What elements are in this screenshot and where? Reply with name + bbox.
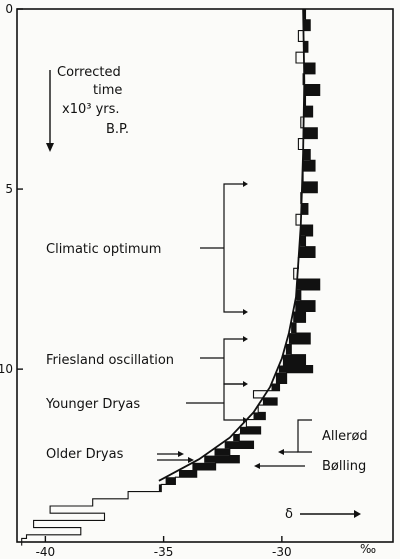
step-fill-bar [233,434,240,442]
step-fill-bar [301,203,308,215]
younger-dryas-label: Younger Dryas [45,397,140,412]
step-fill-bar [299,246,315,258]
step-fill-bar [285,343,292,355]
delta-step-series [21,9,321,546]
step-fill-bar [204,455,240,463]
time-note-line-4: B.P. [106,122,129,137]
younger-dryas-bracket [186,383,243,421]
step-fill-bar [300,235,306,247]
allerod-arrowhead [278,449,284,455]
step-fill-bar [293,311,306,323]
plot-frame [16,8,394,543]
delta-symbol: δ [285,507,293,522]
x-tick-group: -40 -35 -30 [36,536,292,559]
older-dryas-arrowhead-2 [188,457,194,463]
older-dryas-label: Older Dryas [46,447,124,462]
allerod-label: Allerød [322,429,368,444]
x-tick-label: -30 [272,545,292,559]
smoothed-trend-line [158,8,306,482]
y-tick-group: 0 5 10 [0,2,23,376]
time-direction-note: Corrected time x10³ yrs. B.P. [46,65,129,152]
step-fill-bar [179,470,197,478]
step-fill-bar [278,365,313,373]
y-tick-label: 0 [5,2,13,16]
step-fill-bar [302,181,318,193]
climatic-optimum-arrow-bottom [243,309,248,315]
step-fill-bar [192,462,216,470]
x-tick-label: -35 [154,545,174,559]
step-fill-bar [304,84,320,96]
younger-dryas-arrow-bottom [243,417,248,423]
step-fill-bar [253,412,266,420]
step-fill-bar [303,9,306,20]
step-fill-bar [224,441,254,449]
climatic-optimum-label: Climatic optimum [46,242,161,257]
friesland-arrow-bottom [243,381,248,387]
step-fill-bar [275,372,287,384]
bolling-arrowhead [254,463,260,469]
series-layer [21,8,321,546]
delta-arrowhead [354,510,361,518]
step-fill-bar [165,477,176,485]
step-fill-bar [303,19,311,31]
x-tick-label: -40 [36,545,56,559]
allerod-bracket [297,419,312,453]
step-fill-bar [303,149,311,161]
time-arrowhead [46,143,54,152]
step-fill-bar [295,300,315,312]
step-fill-bar [296,289,301,301]
step-fill-bar [240,426,261,434]
friesland-bracket [200,338,243,385]
friesland-arrow-top [243,336,248,342]
time-note-line-1: Corrected [57,65,121,80]
y-tick-label: 5 [5,182,13,196]
step-fill-bar [271,383,280,391]
annotation-layer: Climatic optimum Friesland oscillation Y… [45,181,368,474]
friesland-label: Friesland oscillation [46,353,174,368]
step-fill-bar [304,63,315,74]
step-fill-bar [214,448,230,456]
step-fill-bar [303,106,313,117]
bolling-label: Bølling [322,459,366,474]
step-fill-bar [158,484,162,492]
climatic-optimum-arrow-top [243,181,248,187]
time-note-line-2: time [93,83,122,98]
climatic-optimum-bracket [200,183,243,313]
step-fill-bar [297,279,320,290]
y-tick-label: 10 [0,362,13,376]
time-note-line-3: x10³ yrs. [62,102,120,117]
step-fill-bar [291,322,297,334]
step-fill-bar [303,41,308,53]
step-fill-bar [302,160,315,172]
step-fill-bar [288,333,311,344]
x-unit-label: ‰ [360,542,376,556]
older-dryas-arrowhead-1 [178,451,184,457]
step-fill-bar [262,397,278,406]
step-fill-bar [300,225,313,236]
step-fill-bar [303,127,318,139]
step-fill-bar [282,354,306,366]
